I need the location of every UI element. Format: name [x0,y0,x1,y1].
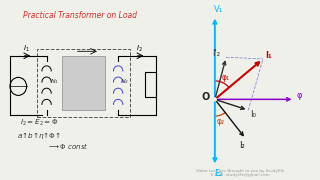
Text: I'₂: I'₂ [212,49,220,58]
Text: I₀: I₀ [251,110,256,119]
Bar [61,56,105,110]
Text: φ₁: φ₁ [221,73,229,82]
Text: Video Lectures Brought to you by StudyEfe
E-Mail: studyefe@gmail.com: Video Lectures Brought to you by StudyEf… [196,169,284,177]
Bar [145,72,156,97]
Text: $N_2$: $N_2$ [120,77,129,86]
Text: $N_1$: $N_1$ [50,77,60,86]
Bar [36,49,130,117]
Text: $\longrightarrow  \Phi$ const: $\longrightarrow \Phi$ const [47,141,88,151]
Text: φ: φ [297,91,302,100]
Text: $I_2 = E_2 = \Phi$: $I_2 = E_2 = \Phi$ [20,118,59,128]
Text: Practical Transformer on Load: Practical Transformer on Load [23,11,137,20]
Text: $a↑ b↑  η↑ Φ↑$: $a↑ b↑ η↑ Φ↑$ [17,130,61,141]
Text: $I_2$: $I_2$ [136,44,143,55]
Text: O: O [202,92,210,102]
Text: V₁: V₁ [214,5,223,14]
Text: φ₂: φ₂ [217,117,225,126]
Text: I₁: I₁ [266,51,272,60]
Text: I₂: I₂ [239,141,244,150]
Text: E₂: E₂ [214,168,222,177]
Text: $I_1$: $I_1$ [23,44,30,55]
